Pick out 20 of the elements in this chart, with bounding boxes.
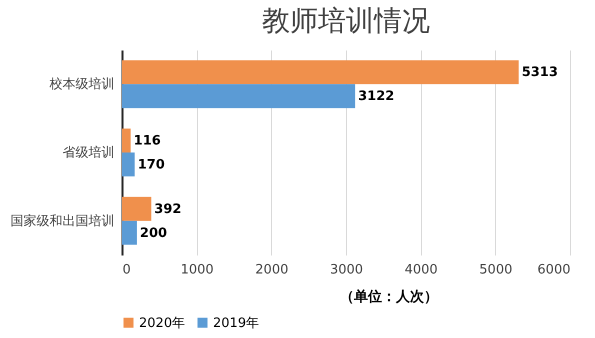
y-tick-label: 校本级培训 xyxy=(48,77,114,92)
x-tick-label: 5000 xyxy=(479,262,512,278)
x-tick-label: 1000 xyxy=(180,262,214,278)
x-tick-label: 6000 xyxy=(537,262,570,278)
legend-label: 2019年 xyxy=(213,316,260,331)
data-label: 200 xyxy=(140,226,168,241)
chart-title: 教师培训情况 xyxy=(262,4,430,37)
data-label: 5313 xyxy=(522,65,558,80)
x-tick-label: 3000 xyxy=(330,262,364,278)
x-tick-label: 2000 xyxy=(255,262,288,278)
x-tick-label: 0 xyxy=(122,262,131,278)
data-label: 3122 xyxy=(358,89,394,104)
text: （单位：人次） xyxy=(340,288,438,306)
data-label: 116 xyxy=(134,134,161,149)
data-label: 170 xyxy=(138,157,165,172)
y-tick-label: 国家级和出国培训 xyxy=(10,212,114,229)
data-label: 392 xyxy=(154,202,182,217)
legend-label: 2020年 xyxy=(139,316,186,331)
y-tick-label: 省级培训 xyxy=(62,146,114,160)
x-tick-label: 4000 xyxy=(404,262,438,278)
